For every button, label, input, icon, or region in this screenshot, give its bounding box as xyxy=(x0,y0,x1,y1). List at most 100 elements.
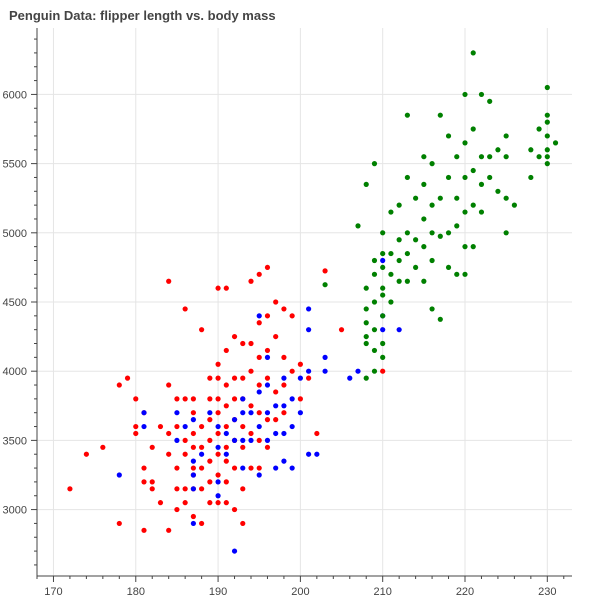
data-point xyxy=(190,410,196,416)
data-point xyxy=(388,271,394,277)
data-point xyxy=(264,264,271,271)
data-point xyxy=(363,285,369,291)
data-point xyxy=(388,250,394,257)
data-point xyxy=(67,486,73,492)
data-point xyxy=(190,430,196,437)
data-point xyxy=(421,278,427,284)
data-point xyxy=(248,340,254,347)
data-point xyxy=(281,375,287,381)
data-point xyxy=(207,410,213,416)
data-point xyxy=(256,437,262,443)
data-point xyxy=(190,513,196,520)
data-point xyxy=(174,423,180,430)
data-point xyxy=(240,375,246,381)
data-point xyxy=(190,417,196,423)
data-point xyxy=(256,389,262,395)
data-point xyxy=(248,437,254,443)
data-point xyxy=(264,417,271,423)
data-point xyxy=(215,479,221,485)
data-point xyxy=(289,368,295,374)
data-point xyxy=(495,188,501,194)
x-tick-label: 190 xyxy=(209,586,227,598)
data-point xyxy=(462,174,468,181)
data-point xyxy=(478,181,485,187)
data-point xyxy=(544,84,550,91)
data-point xyxy=(231,375,238,381)
data-point xyxy=(380,230,386,236)
data-point xyxy=(429,306,435,312)
data-point xyxy=(322,282,328,288)
data-point xyxy=(199,451,205,457)
data-point xyxy=(314,430,320,437)
data-point xyxy=(215,500,221,506)
data-point xyxy=(207,417,213,423)
data-point xyxy=(437,195,443,201)
data-point xyxy=(116,382,122,388)
data-point xyxy=(182,306,188,312)
data-point xyxy=(544,133,550,139)
data-point xyxy=(215,361,221,367)
data-point xyxy=(421,181,427,187)
data-point xyxy=(306,375,312,381)
data-point xyxy=(223,458,229,464)
data-point xyxy=(322,268,328,274)
data-point xyxy=(83,451,89,457)
data-point xyxy=(536,154,542,160)
data-point xyxy=(437,233,443,239)
data-point xyxy=(223,423,229,430)
y-tick-label: 5500 xyxy=(3,159,27,171)
axes: 170 180 190 200 210 220 230 3000 3500 4000 4500 500… xyxy=(3,28,572,598)
data-point xyxy=(380,327,386,333)
data-point xyxy=(470,50,476,56)
data-point xyxy=(297,410,303,416)
data-point xyxy=(454,195,460,201)
data-point xyxy=(264,444,271,450)
data-point xyxy=(273,430,279,437)
data-point xyxy=(174,486,180,492)
data-point xyxy=(215,396,221,402)
data-point xyxy=(297,375,303,381)
data-point xyxy=(437,316,443,322)
data-point xyxy=(166,430,172,437)
data-point xyxy=(371,257,378,264)
data-point xyxy=(396,327,402,333)
data-point xyxy=(248,403,254,409)
data-point xyxy=(371,368,378,374)
data-point xyxy=(231,465,238,471)
data-point xyxy=(273,333,279,340)
y-tick-label: 3500 xyxy=(3,435,27,447)
data-point xyxy=(248,430,254,437)
data-point xyxy=(240,410,246,416)
data-point xyxy=(421,216,427,222)
data-point xyxy=(380,292,386,298)
data-point xyxy=(264,347,271,354)
data-point xyxy=(256,354,262,360)
data-point xyxy=(141,479,147,485)
x-tick-label: 170 xyxy=(44,586,62,598)
data-point xyxy=(306,451,312,457)
data-point xyxy=(199,423,205,430)
data-point xyxy=(240,465,246,471)
data-point xyxy=(347,375,353,381)
data-point xyxy=(380,313,386,319)
data-point xyxy=(281,410,287,416)
data-point xyxy=(454,271,460,277)
data-point xyxy=(388,299,394,305)
data-point xyxy=(413,195,419,201)
data-point xyxy=(174,396,180,402)
data-point xyxy=(240,444,246,450)
data-point xyxy=(363,320,369,326)
data-point xyxy=(355,368,361,374)
data-point xyxy=(281,306,287,312)
data-point xyxy=(478,209,485,215)
data-point xyxy=(133,430,139,437)
data-point xyxy=(264,382,271,388)
data-point xyxy=(306,368,312,374)
data-point xyxy=(264,410,271,416)
data-point xyxy=(223,403,229,409)
data-point xyxy=(429,230,435,236)
data-point xyxy=(421,154,427,160)
data-point xyxy=(487,154,493,160)
data-point xyxy=(544,154,550,160)
data-point xyxy=(363,333,369,340)
